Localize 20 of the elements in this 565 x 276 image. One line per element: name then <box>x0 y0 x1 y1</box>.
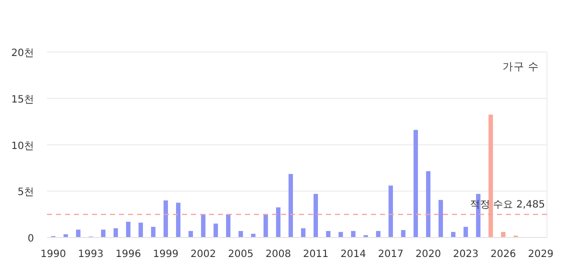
x-tick-label: 2008 <box>266 249 291 260</box>
y-tick-label: 15천 <box>11 94 34 106</box>
y-tick-label: 0 <box>28 234 34 244</box>
y-tick-label: 10천 <box>11 140 34 152</box>
x-tick-label: 2026 <box>490 249 516 260</box>
x-tick-label: 2011 <box>303 249 328 260</box>
annotation: 가구 수 <box>502 61 539 73</box>
x-tick-label: 2023 <box>453 249 478 260</box>
y-tick-label: 20천 <box>11 48 34 59</box>
x-tick-label: 1999 <box>153 249 178 260</box>
y-tick-label: 5천 <box>18 187 34 198</box>
x-tick-label: 2020 <box>416 249 441 260</box>
x-tick-label: 2014 <box>340 249 366 260</box>
x-tick-label: 2029 <box>528 249 554 260</box>
x-tick-label: 1990 <box>40 249 66 260</box>
x-tick-label: 2002 <box>190 249 216 260</box>
x-tick-label: 1993 <box>78 249 104 260</box>
x-tick-label: 2017 <box>378 249 404 260</box>
x-tick-label: 2005 <box>228 249 254 260</box>
x-tick-label: 1996 <box>116 249 141 260</box>
